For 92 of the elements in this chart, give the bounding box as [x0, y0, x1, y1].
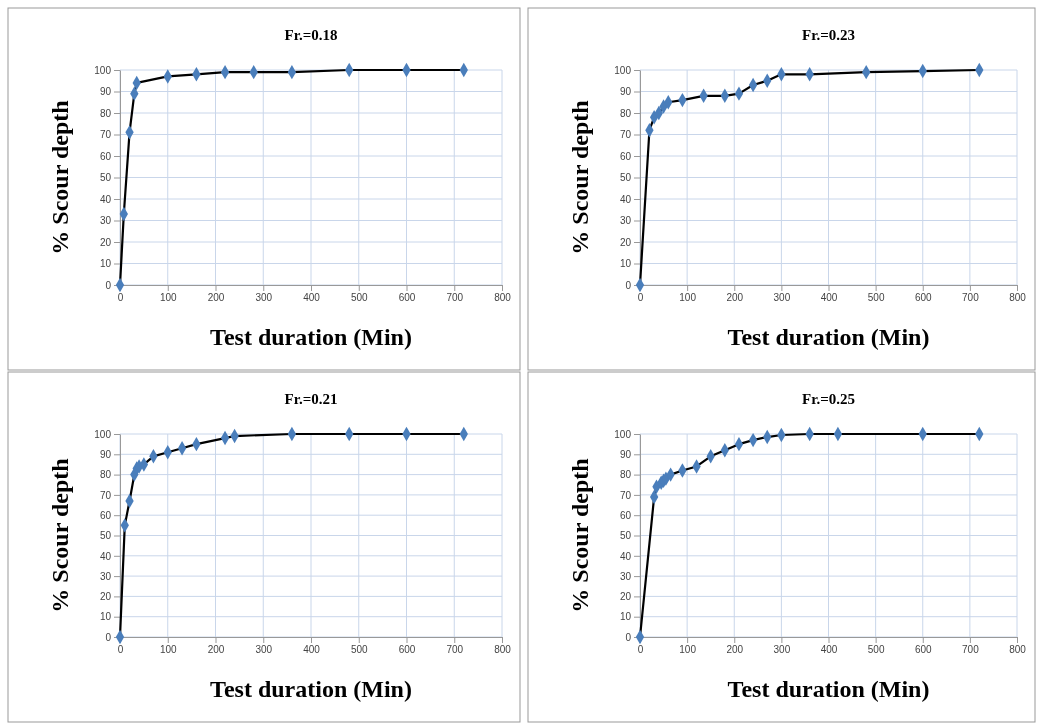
y-tick-label: 30 [99, 215, 112, 227]
y-tick-label: 40 [619, 550, 632, 562]
y-tick-label: 30 [619, 215, 632, 227]
y-tick-label: 90 [619, 86, 632, 98]
x-tick-label: 0 [637, 644, 644, 656]
y-tick-label: 70 [99, 489, 112, 501]
y-tick-label: 0 [105, 631, 112, 643]
x-tick-label: 800 [494, 292, 512, 304]
y-tick-label: 70 [619, 129, 632, 141]
y-tick-label: 80 [99, 107, 112, 119]
x-axis-title: Test duration (Min) [210, 676, 412, 702]
y-tick-label: 60 [619, 150, 632, 162]
y-tick-label: 70 [619, 489, 632, 501]
x-tick-label: 100 [679, 292, 697, 304]
x-tick-label: 800 [1009, 292, 1027, 304]
y-tick-label: 100 [614, 64, 632, 76]
y-tick-label: 80 [619, 469, 632, 481]
x-tick-label: 800 [494, 644, 512, 656]
y-tick-label: 0 [625, 631, 632, 643]
y-tick-label: 60 [99, 150, 112, 162]
y-tick-label: 0 [105, 279, 112, 291]
chart-title: Fr.=0.25 [802, 391, 855, 407]
y-tick-label: 20 [99, 236, 112, 248]
x-tick-label: 0 [117, 644, 124, 656]
x-tick-label: 400 [303, 292, 321, 304]
x-tick-label: 300 [773, 292, 791, 304]
y-axis-title: % Scour depth [567, 458, 593, 613]
x-tick-label: 200 [726, 644, 744, 656]
y-tick-label: 30 [99, 570, 112, 582]
x-tick-label: 800 [1009, 644, 1027, 656]
x-tick-label: 400 [820, 644, 838, 656]
x-tick-label: 600 [398, 644, 416, 656]
y-tick-label: 90 [99, 449, 112, 460]
y-tick-label: 40 [99, 550, 112, 562]
x-tick-label: 600 [914, 292, 933, 304]
x-tick-label: 0 [117, 292, 124, 304]
y-tick-label: 20 [99, 591, 112, 603]
x-tick-label: 500 [867, 644, 885, 656]
x-tick-label: 100 [159, 644, 178, 656]
y-tick-label: 50 [99, 530, 112, 542]
x-tick-label: 300 [255, 644, 273, 656]
y-tick-label: 50 [99, 172, 112, 184]
x-tick-label: 300 [255, 292, 273, 304]
y-tick-label: 10 [99, 611, 112, 623]
y-tick-label: 50 [619, 172, 632, 184]
x-tick-label: 700 [962, 292, 980, 304]
x-tick-label: 100 [159, 292, 178, 304]
x-tick-label: 500 [867, 292, 885, 304]
chart-title: Fr.=0.18 [284, 27, 338, 43]
chart-title: Fr.=0.23 [802, 27, 855, 43]
y-tick-label: 30 [619, 570, 632, 582]
x-tick-label: 100 [679, 644, 697, 656]
y-tick-label: 90 [619, 449, 632, 460]
y-tick-label: 10 [619, 258, 632, 270]
y-axis-title: % Scour depth [47, 100, 73, 255]
x-tick-label: 700 [446, 292, 464, 304]
x-tick-label: 700 [962, 644, 980, 656]
x-tick-label: 500 [350, 292, 369, 304]
y-tick-label: 10 [99, 258, 112, 270]
y-tick-label: 0 [625, 279, 632, 291]
y-axis-title: % Scour depth [567, 100, 593, 255]
chart-title: Fr.=0.21 [284, 391, 338, 407]
x-axis-title: Test duration (Min) [727, 676, 930, 702]
x-tick-label: 200 [207, 292, 225, 304]
y-tick-label: 100 [94, 428, 112, 440]
y-tick-label: 10 [619, 611, 632, 623]
x-tick-label: 200 [207, 644, 225, 656]
y-tick-label: 100 [614, 428, 632, 440]
y-tick-label: 20 [619, 236, 632, 248]
x-tick-label: 700 [446, 644, 464, 656]
x-tick-label: 600 [914, 644, 933, 656]
y-tick-label: 20 [619, 591, 632, 603]
x-tick-label: 0 [637, 292, 644, 304]
x-tick-label: 200 [726, 292, 744, 304]
x-tick-label: 400 [303, 644, 321, 656]
y-tick-label: 50 [619, 530, 632, 542]
x-tick-label: 300 [773, 644, 791, 656]
y-tick-label: 100 [94, 64, 112, 76]
y-tick-label: 40 [99, 193, 112, 205]
y-tick-label: 60 [619, 509, 632, 521]
y-tick-label: 90 [99, 86, 112, 98]
y-axis-title: % Scour depth [47, 458, 73, 613]
y-tick-label: 40 [619, 193, 632, 205]
y-tick-label: 80 [619, 107, 632, 119]
x-tick-label: 500 [350, 644, 369, 656]
y-tick-label: 70 [99, 129, 112, 141]
y-tick-label: 60 [99, 509, 112, 521]
x-tick-label: 400 [820, 292, 838, 304]
y-tick-label: 80 [99, 469, 112, 481]
x-axis-title: Test duration (Min) [210, 324, 412, 350]
x-tick-label: 600 [398, 292, 416, 304]
x-axis-title: Test duration (Min) [727, 324, 930, 350]
